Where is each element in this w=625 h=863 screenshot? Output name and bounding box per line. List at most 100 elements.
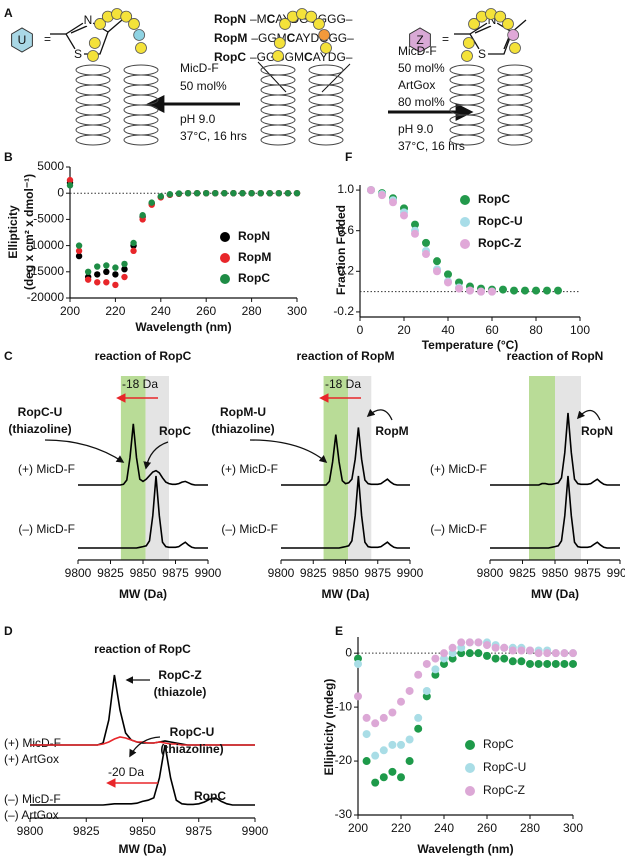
data-point [121, 265, 128, 273]
legend-marker [460, 195, 470, 205]
residue [509, 42, 521, 54]
x-tick-label: 220 [391, 821, 411, 835]
data-point [389, 198, 397, 207]
residue-hexagon [11, 27, 33, 53]
helix-coil [260, 114, 296, 126]
x-tick-label: 9900 [195, 566, 222, 580]
x-axis-label: MW (Da) [322, 587, 370, 601]
helix-coil [123, 104, 159, 116]
x-tick-label: 9800 [268, 566, 295, 580]
atom-label: S [74, 47, 82, 61]
data-point [551, 649, 560, 658]
annotation: RopC [159, 424, 191, 438]
trace [490, 412, 620, 486]
data-point [569, 649, 577, 658]
helix-coil [75, 104, 111, 116]
annotation-arrow [249, 439, 328, 464]
helix-coil [449, 124, 485, 136]
highlight-band [555, 376, 581, 560]
helix-coil [449, 134, 485, 146]
x-tick-label: 280 [242, 304, 262, 318]
residue-hexagon [409, 27, 431, 53]
x-tick-label: 9900 [242, 824, 269, 838]
data-point [543, 649, 552, 658]
data-point [526, 659, 534, 668]
data-point [455, 284, 463, 293]
data-point [488, 287, 496, 296]
double-bond [474, 25, 492, 34]
data-point [491, 643, 500, 652]
data-point [414, 670, 423, 679]
condition: 80 mol% [398, 95, 445, 109]
x-tick-label: 200 [348, 821, 368, 835]
helix-coil [308, 84, 344, 96]
data-point [103, 268, 110, 275]
atom-label: N [488, 13, 497, 27]
data-point [354, 692, 362, 701]
data-point [230, 190, 237, 197]
legend-marker [220, 232, 230, 242]
legend-label: RopC-U [483, 760, 526, 774]
helix-coil [308, 94, 344, 106]
legend-marker [220, 253, 230, 263]
helix-coil [497, 114, 533, 126]
data-point [367, 186, 375, 195]
annotation: RopC-U [170, 725, 215, 739]
helix-coil [308, 114, 344, 126]
trace-label: (+) MicD-F [221, 462, 278, 476]
legend-marker [460, 239, 470, 249]
data-point [499, 285, 507, 294]
residue [313, 18, 325, 30]
data-point [266, 190, 273, 197]
x-tick-label: 260 [196, 304, 216, 318]
residue [135, 42, 147, 54]
data-point [422, 659, 431, 668]
y-tick-label: -10000 [27, 238, 65, 252]
trace [30, 744, 255, 806]
data-point [379, 713, 388, 722]
x-axis-label: Wavelength (nm) [135, 320, 231, 334]
legend-label: RopC [478, 192, 510, 206]
sequence-part: C [267, 12, 276, 26]
atom-bg [82, 14, 94, 26]
sequence-name: RopM [214, 31, 247, 45]
data-point [94, 263, 101, 270]
data-point [388, 708, 397, 717]
data-point [569, 659, 577, 668]
x-axis-label: MW (Da) [531, 587, 579, 601]
data-point [275, 190, 283, 197]
x-tick-label: 0 [357, 323, 364, 337]
residue [507, 29, 520, 41]
residue [88, 37, 101, 49]
helix-coil [449, 64, 485, 76]
data-point [193, 190, 201, 197]
annotation: -20 Da [108, 765, 144, 779]
x-tick-label: 40 [441, 323, 455, 337]
helix-coil [308, 104, 344, 116]
residue [318, 29, 331, 41]
x-tick-label: 240 [151, 304, 171, 318]
data-point [543, 286, 551, 295]
trace-label: (+) ArtGox [4, 752, 59, 766]
annotation-arrow [576, 409, 601, 421]
condition: 37°C, 16 hrs [398, 139, 465, 153]
legend-label: RopC [238, 271, 270, 285]
data-point [371, 778, 380, 787]
condition: pH 9.0 [180, 112, 216, 126]
data-point [474, 649, 483, 658]
helix-coil [449, 74, 485, 86]
residue-symbol: U [18, 33, 27, 47]
legend-marker [465, 740, 475, 750]
data-point [84, 276, 92, 283]
highlight-band [348, 376, 372, 560]
data-point [551, 659, 560, 668]
x-tick-label: 9875 [574, 566, 601, 580]
legend-marker [460, 217, 470, 227]
helix-coil [123, 94, 159, 106]
residue [305, 10, 318, 23]
legend-marker [220, 274, 230, 284]
helix-coil [497, 84, 533, 96]
legend-label: RopC-Z [483, 783, 525, 797]
trace [30, 674, 255, 746]
data-point [157, 193, 164, 200]
